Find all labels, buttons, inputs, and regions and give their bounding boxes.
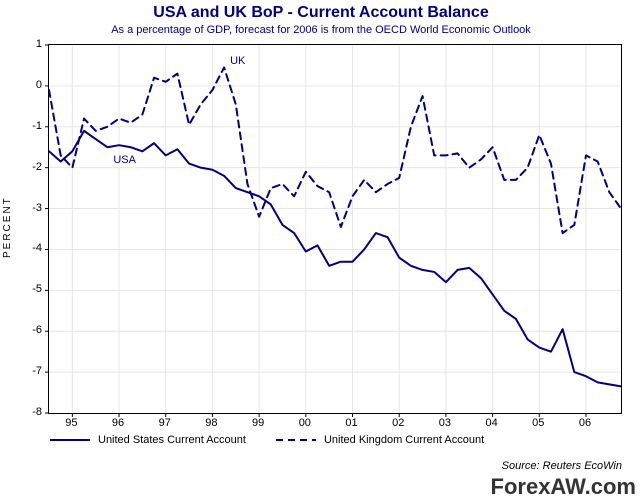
plot-svg	[49, 45, 621, 413]
x-tick-label: 00	[299, 417, 311, 429]
x-tick-label: 03	[439, 417, 451, 429]
y-tick-label: 1	[24, 38, 42, 50]
y-tick-label: 0	[24, 79, 42, 91]
legend-swatch-usa	[48, 434, 92, 446]
plot-area	[48, 44, 622, 414]
x-tick-label: 98	[205, 417, 217, 429]
legend-label-usa: United States Current Account	[98, 434, 246, 446]
x-tick-label: 02	[392, 417, 404, 429]
x-tick-label: 04	[485, 417, 497, 429]
y-axis-label: PERCENT	[2, 196, 13, 258]
chart-container: USA and UK BoP - Current Account Balance…	[0, 0, 642, 502]
x-tick-label: 01	[345, 417, 357, 429]
source-text: Source: Reuters EcoWin	[502, 460, 622, 472]
legend-swatch-uk	[274, 434, 318, 446]
legend-label-uk: United Kingdom Current Account	[324, 434, 484, 446]
series-usa	[49, 131, 621, 387]
y-tick-label: -4	[24, 242, 42, 254]
y-tick-label: -6	[24, 324, 42, 336]
x-tick-label: 95	[65, 417, 77, 429]
x-tick-label: 96	[112, 417, 124, 429]
y-tick-label: -3	[24, 202, 42, 214]
x-tick-label: 05	[532, 417, 544, 429]
x-tick-label: 06	[579, 417, 591, 429]
x-tick-label: 97	[159, 417, 171, 429]
y-tick-label: -7	[24, 365, 42, 377]
legend-item-usa: United States Current Account	[48, 434, 246, 446]
chart-subtitle: As a percentage of GDP, forecast for 200…	[0, 24, 642, 36]
x-tick-label: 99	[252, 417, 264, 429]
legend-item-uk: United Kingdom Current Account	[274, 434, 484, 446]
y-tick-label: -1	[24, 120, 42, 132]
series-inline-label-uk: UK	[230, 55, 245, 67]
legend: United States Current Account United King…	[48, 434, 620, 449]
y-tick-label: -8	[24, 406, 42, 418]
watermark: ForexAW.com	[491, 474, 636, 500]
y-tick-label: -5	[24, 283, 42, 295]
y-tick-label: -2	[24, 161, 42, 173]
chart-title: USA and UK BoP - Current Account Balance	[0, 4, 642, 22]
series-inline-label-usa: USA	[113, 154, 136, 166]
